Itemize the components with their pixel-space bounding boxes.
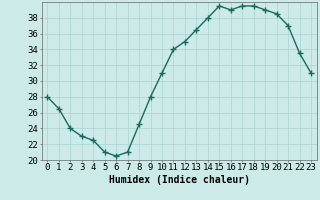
X-axis label: Humidex (Indice chaleur): Humidex (Indice chaleur) <box>109 175 250 185</box>
